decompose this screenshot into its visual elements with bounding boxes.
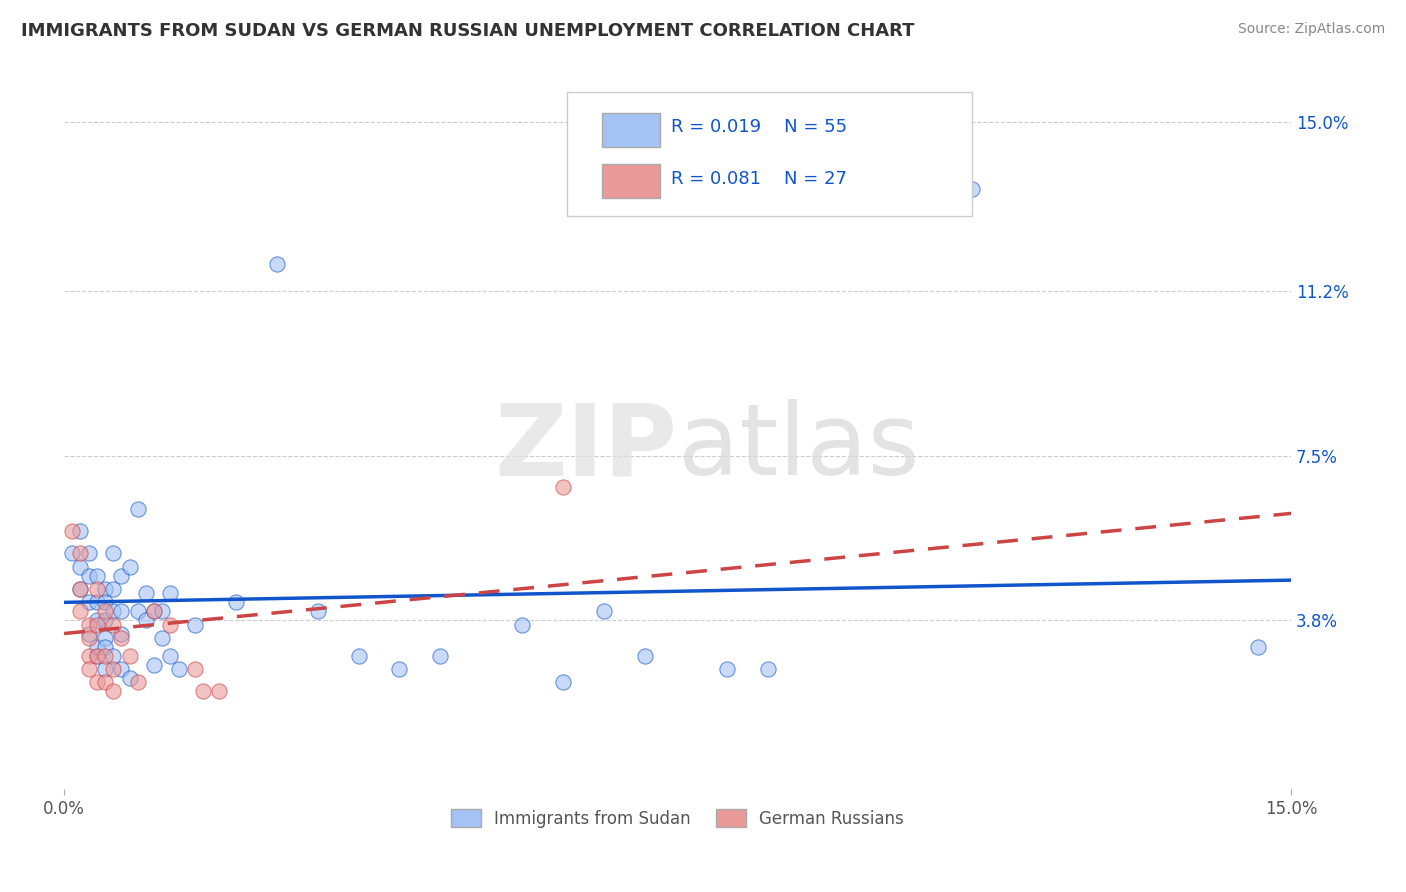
Point — [225, 595, 247, 609]
Text: IMMIGRANTS FROM SUDAN VS GERMAN RUSSIAN UNEMPLOYMENT CORRELATION CHART: IMMIGRANTS FROM SUDAN VS GERMAN RUSSIAN … — [21, 22, 914, 40]
Point — [94, 675, 117, 690]
Point — [86, 595, 108, 609]
Text: ZIP: ZIP — [495, 399, 678, 496]
Point — [167, 662, 190, 676]
Point — [69, 546, 91, 560]
Point — [150, 631, 173, 645]
Point — [77, 648, 100, 663]
Point — [110, 568, 132, 582]
Point — [86, 648, 108, 663]
Point — [191, 684, 214, 698]
Bar — [602, 113, 661, 147]
Point — [77, 662, 100, 676]
Point — [101, 546, 124, 560]
Point — [143, 657, 166, 672]
Point — [551, 675, 574, 690]
Point — [86, 640, 108, 654]
Point — [184, 662, 207, 676]
Point — [135, 613, 157, 627]
Point — [159, 617, 181, 632]
Point — [110, 604, 132, 618]
Point — [143, 604, 166, 618]
Point — [135, 586, 157, 600]
Point — [69, 524, 91, 539]
Point — [127, 502, 149, 516]
Point — [118, 559, 141, 574]
Point — [150, 604, 173, 618]
Point — [388, 662, 411, 676]
Point — [69, 559, 91, 574]
Text: R = 0.081    N = 27: R = 0.081 N = 27 — [672, 169, 848, 187]
Point — [110, 662, 132, 676]
Point — [159, 648, 181, 663]
Point — [94, 631, 117, 645]
Point — [960, 181, 983, 195]
Point — [86, 613, 108, 627]
Point — [86, 582, 108, 596]
Point — [77, 595, 100, 609]
Point — [69, 582, 91, 596]
Point — [60, 524, 83, 539]
Point — [94, 582, 117, 596]
Point — [110, 631, 132, 645]
Point — [510, 617, 533, 632]
Point — [101, 582, 124, 596]
Point — [266, 257, 288, 271]
Text: atlas: atlas — [678, 399, 920, 496]
Point — [110, 626, 132, 640]
Point — [77, 626, 100, 640]
Point — [143, 604, 166, 618]
Point — [208, 684, 231, 698]
Point — [1247, 640, 1270, 654]
Text: Source: ZipAtlas.com: Source: ZipAtlas.com — [1237, 22, 1385, 37]
Point — [77, 617, 100, 632]
Point — [86, 648, 108, 663]
Point — [118, 671, 141, 685]
Point — [307, 604, 329, 618]
Point — [101, 648, 124, 663]
Point — [101, 617, 124, 632]
Point — [94, 662, 117, 676]
Point — [69, 604, 91, 618]
Point — [94, 613, 117, 627]
Point — [429, 648, 451, 663]
Point — [127, 675, 149, 690]
Point — [60, 546, 83, 560]
Point — [101, 604, 124, 618]
Point — [756, 662, 779, 676]
Point — [94, 604, 117, 618]
Point — [94, 595, 117, 609]
Point — [551, 480, 574, 494]
Point — [127, 604, 149, 618]
Bar — [602, 164, 661, 198]
Point — [77, 568, 100, 582]
Point — [634, 648, 657, 663]
Point — [86, 568, 108, 582]
Point — [77, 546, 100, 560]
Point — [101, 662, 124, 676]
Point — [593, 604, 616, 618]
Point — [716, 662, 738, 676]
Point — [94, 648, 117, 663]
Point — [77, 631, 100, 645]
Point — [184, 617, 207, 632]
Legend: Immigrants from Sudan, German Russians: Immigrants from Sudan, German Russians — [444, 803, 911, 834]
Point — [101, 684, 124, 698]
Point — [86, 617, 108, 632]
FancyBboxPatch shape — [567, 92, 972, 216]
Point — [118, 648, 141, 663]
Point — [347, 648, 370, 663]
Point — [94, 640, 117, 654]
Point — [86, 675, 108, 690]
Text: R = 0.019    N = 55: R = 0.019 N = 55 — [672, 119, 848, 136]
Point — [159, 586, 181, 600]
Point — [69, 582, 91, 596]
